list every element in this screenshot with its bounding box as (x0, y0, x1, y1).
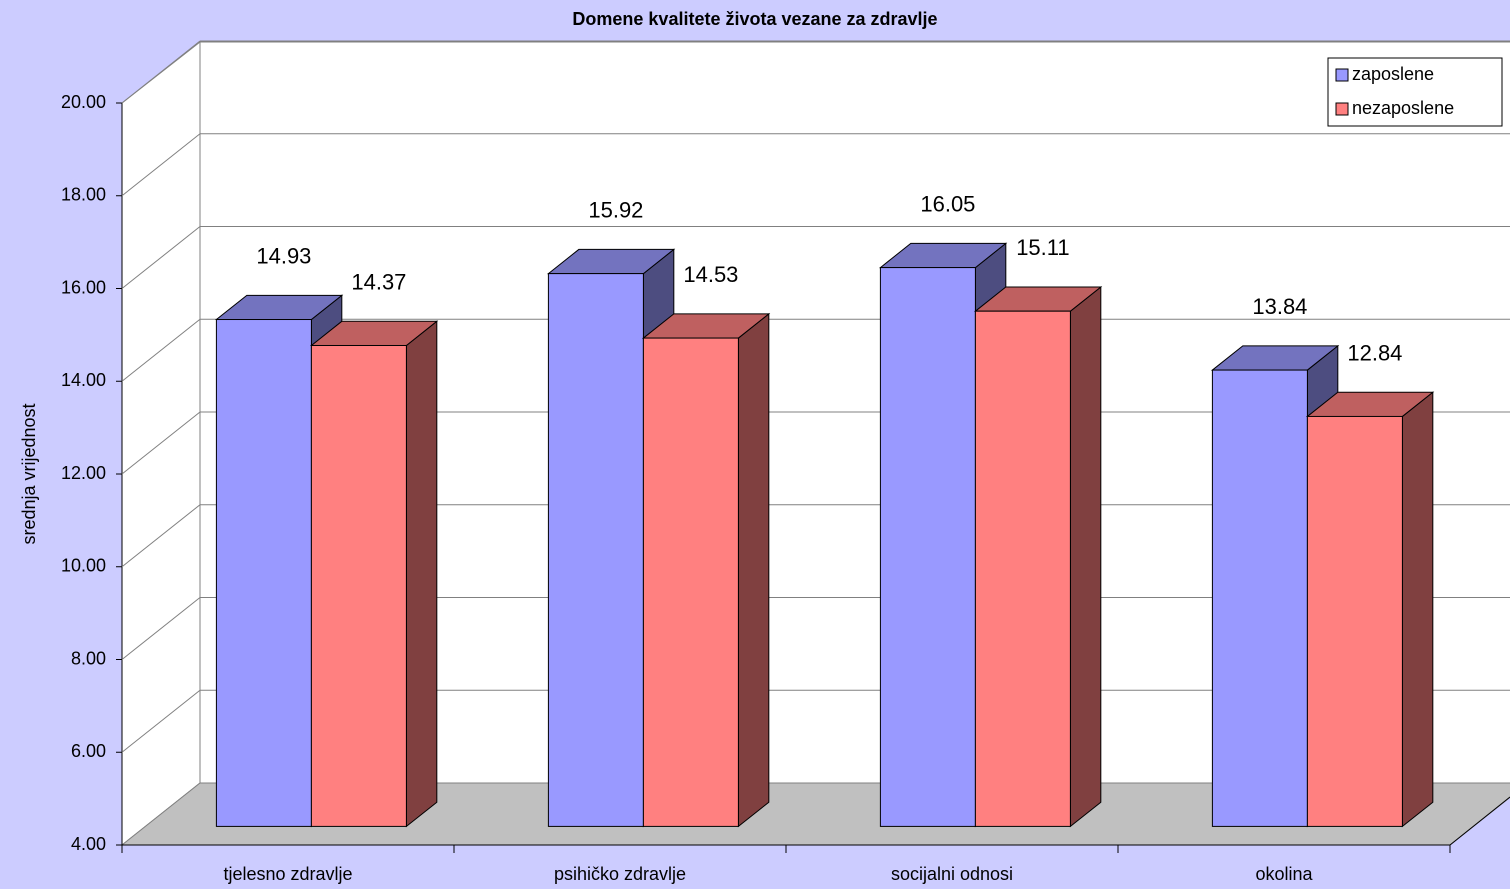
legend-label: zaposlene (1352, 64, 1434, 84)
bar (547, 273, 644, 827)
bar (642, 337, 739, 827)
x-tick-label: psihičko zdravlje (554, 864, 686, 884)
bar (1306, 415, 1403, 827)
value-label: 14.93 (256, 243, 311, 268)
grid-line (121, 504, 201, 568)
value-label: 14.53 (683, 262, 738, 287)
chart-title: Domene kvalitete života vezane za zdravl… (572, 9, 937, 29)
value-label: 16.05 (920, 191, 975, 216)
bar (215, 319, 312, 827)
value-label: 15.11 (1016, 235, 1069, 260)
bar (879, 267, 976, 827)
y-axis-label: srednja vrijednost (19, 403, 39, 544)
value-label: 12.84 (1347, 340, 1402, 365)
y-tick-label: 18.00 (61, 185, 106, 205)
bar (974, 310, 1071, 827)
grid-line (121, 689, 201, 753)
y-tick-label: 20.00 (61, 92, 106, 112)
bar (1211, 369, 1308, 827)
legend-box (1327, 57, 1503, 127)
bar-side (1069, 285, 1102, 828)
floor-edge (1449, 796, 1510, 846)
legend-swatch (1335, 68, 1349, 82)
grid-line (121, 40, 201, 104)
x-tick-label: socijalni odnosi (891, 864, 1013, 884)
grid-line (121, 597, 201, 660)
bar-side (1401, 391, 1434, 828)
value-label: 13.84 (1252, 294, 1307, 319)
y-tick-label: 16.00 (61, 277, 106, 297)
bar-side (405, 320, 438, 828)
y-tick-label: 6.00 (71, 741, 106, 761)
y-tick-label: 12.00 (61, 463, 106, 483)
bar (310, 344, 407, 827)
y-tick-label: 10.00 (61, 556, 106, 576)
grid-line (121, 226, 201, 289)
x-tick-label: okolina (1255, 864, 1313, 884)
bar-side (737, 312, 770, 828)
x-tick-label: tjelesno zdravlje (223, 864, 352, 884)
y-tick-label: 14.00 (61, 370, 106, 390)
legend-swatch (1335, 102, 1349, 116)
value-label: 14.37 (351, 269, 406, 294)
value-label: 15.92 (588, 197, 643, 222)
grid-line (121, 318, 201, 382)
y-tick-label: 4.00 (71, 834, 106, 854)
grid-line (121, 411, 201, 475)
legend-label: nezaposlene (1352, 98, 1454, 118)
grid-line (121, 133, 201, 197)
y-tick-label: 8.00 (71, 648, 106, 668)
